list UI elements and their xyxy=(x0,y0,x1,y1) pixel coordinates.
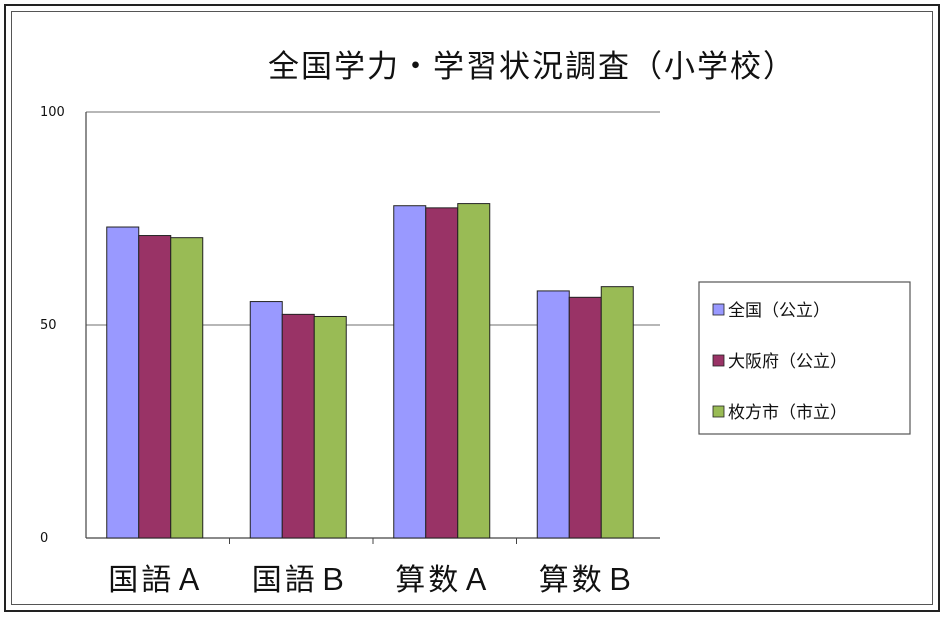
bar-2-3 xyxy=(425,207,459,539)
bar-3-3 xyxy=(457,203,491,539)
y-tick-label: 0 xyxy=(40,531,48,546)
y-tick-label: 50 xyxy=(40,318,57,333)
legend-label: 大阪府（公立） xyxy=(728,352,847,372)
x-tick-label: 国語Ｂ xyxy=(252,563,351,598)
legend-label: 枚方市（市立） xyxy=(728,403,847,423)
y-tick-label: 100 xyxy=(40,105,65,120)
chart-title: 全国学力・学習状況調査（小学校） xyxy=(268,49,796,85)
bar-1-1 xyxy=(106,226,140,539)
bar-1-4 xyxy=(536,290,570,539)
chart-frame-outer xyxy=(4,4,940,612)
bar-3-1 xyxy=(170,237,204,539)
bar-1-3 xyxy=(393,205,427,539)
x-tick-label: 国語Ａ xyxy=(108,563,207,598)
legend-box xyxy=(698,281,911,435)
legend: 全国（公立） 大阪府（公立） 枚方市（市立） xyxy=(698,281,911,435)
legend-label: 全国（公立） xyxy=(728,301,830,321)
bar-3-4 xyxy=(600,286,634,539)
bar-2-1 xyxy=(138,235,172,539)
x-tick-label: 算数Ｂ xyxy=(539,563,638,598)
x-tick-label: 算数Ａ xyxy=(395,563,494,598)
legend-swatch xyxy=(712,405,725,418)
plot-area: 0 50 100 国語Ａ 国語Ｂ 算数Ａ 算数Ｂ xyxy=(40,105,660,598)
legend-swatch xyxy=(712,354,725,367)
bar-3-2 xyxy=(313,315,347,539)
bar-1-2 xyxy=(249,301,283,539)
legend-swatch xyxy=(712,303,725,316)
bar-2-4 xyxy=(568,296,602,539)
bar-2-2 xyxy=(281,313,315,539)
